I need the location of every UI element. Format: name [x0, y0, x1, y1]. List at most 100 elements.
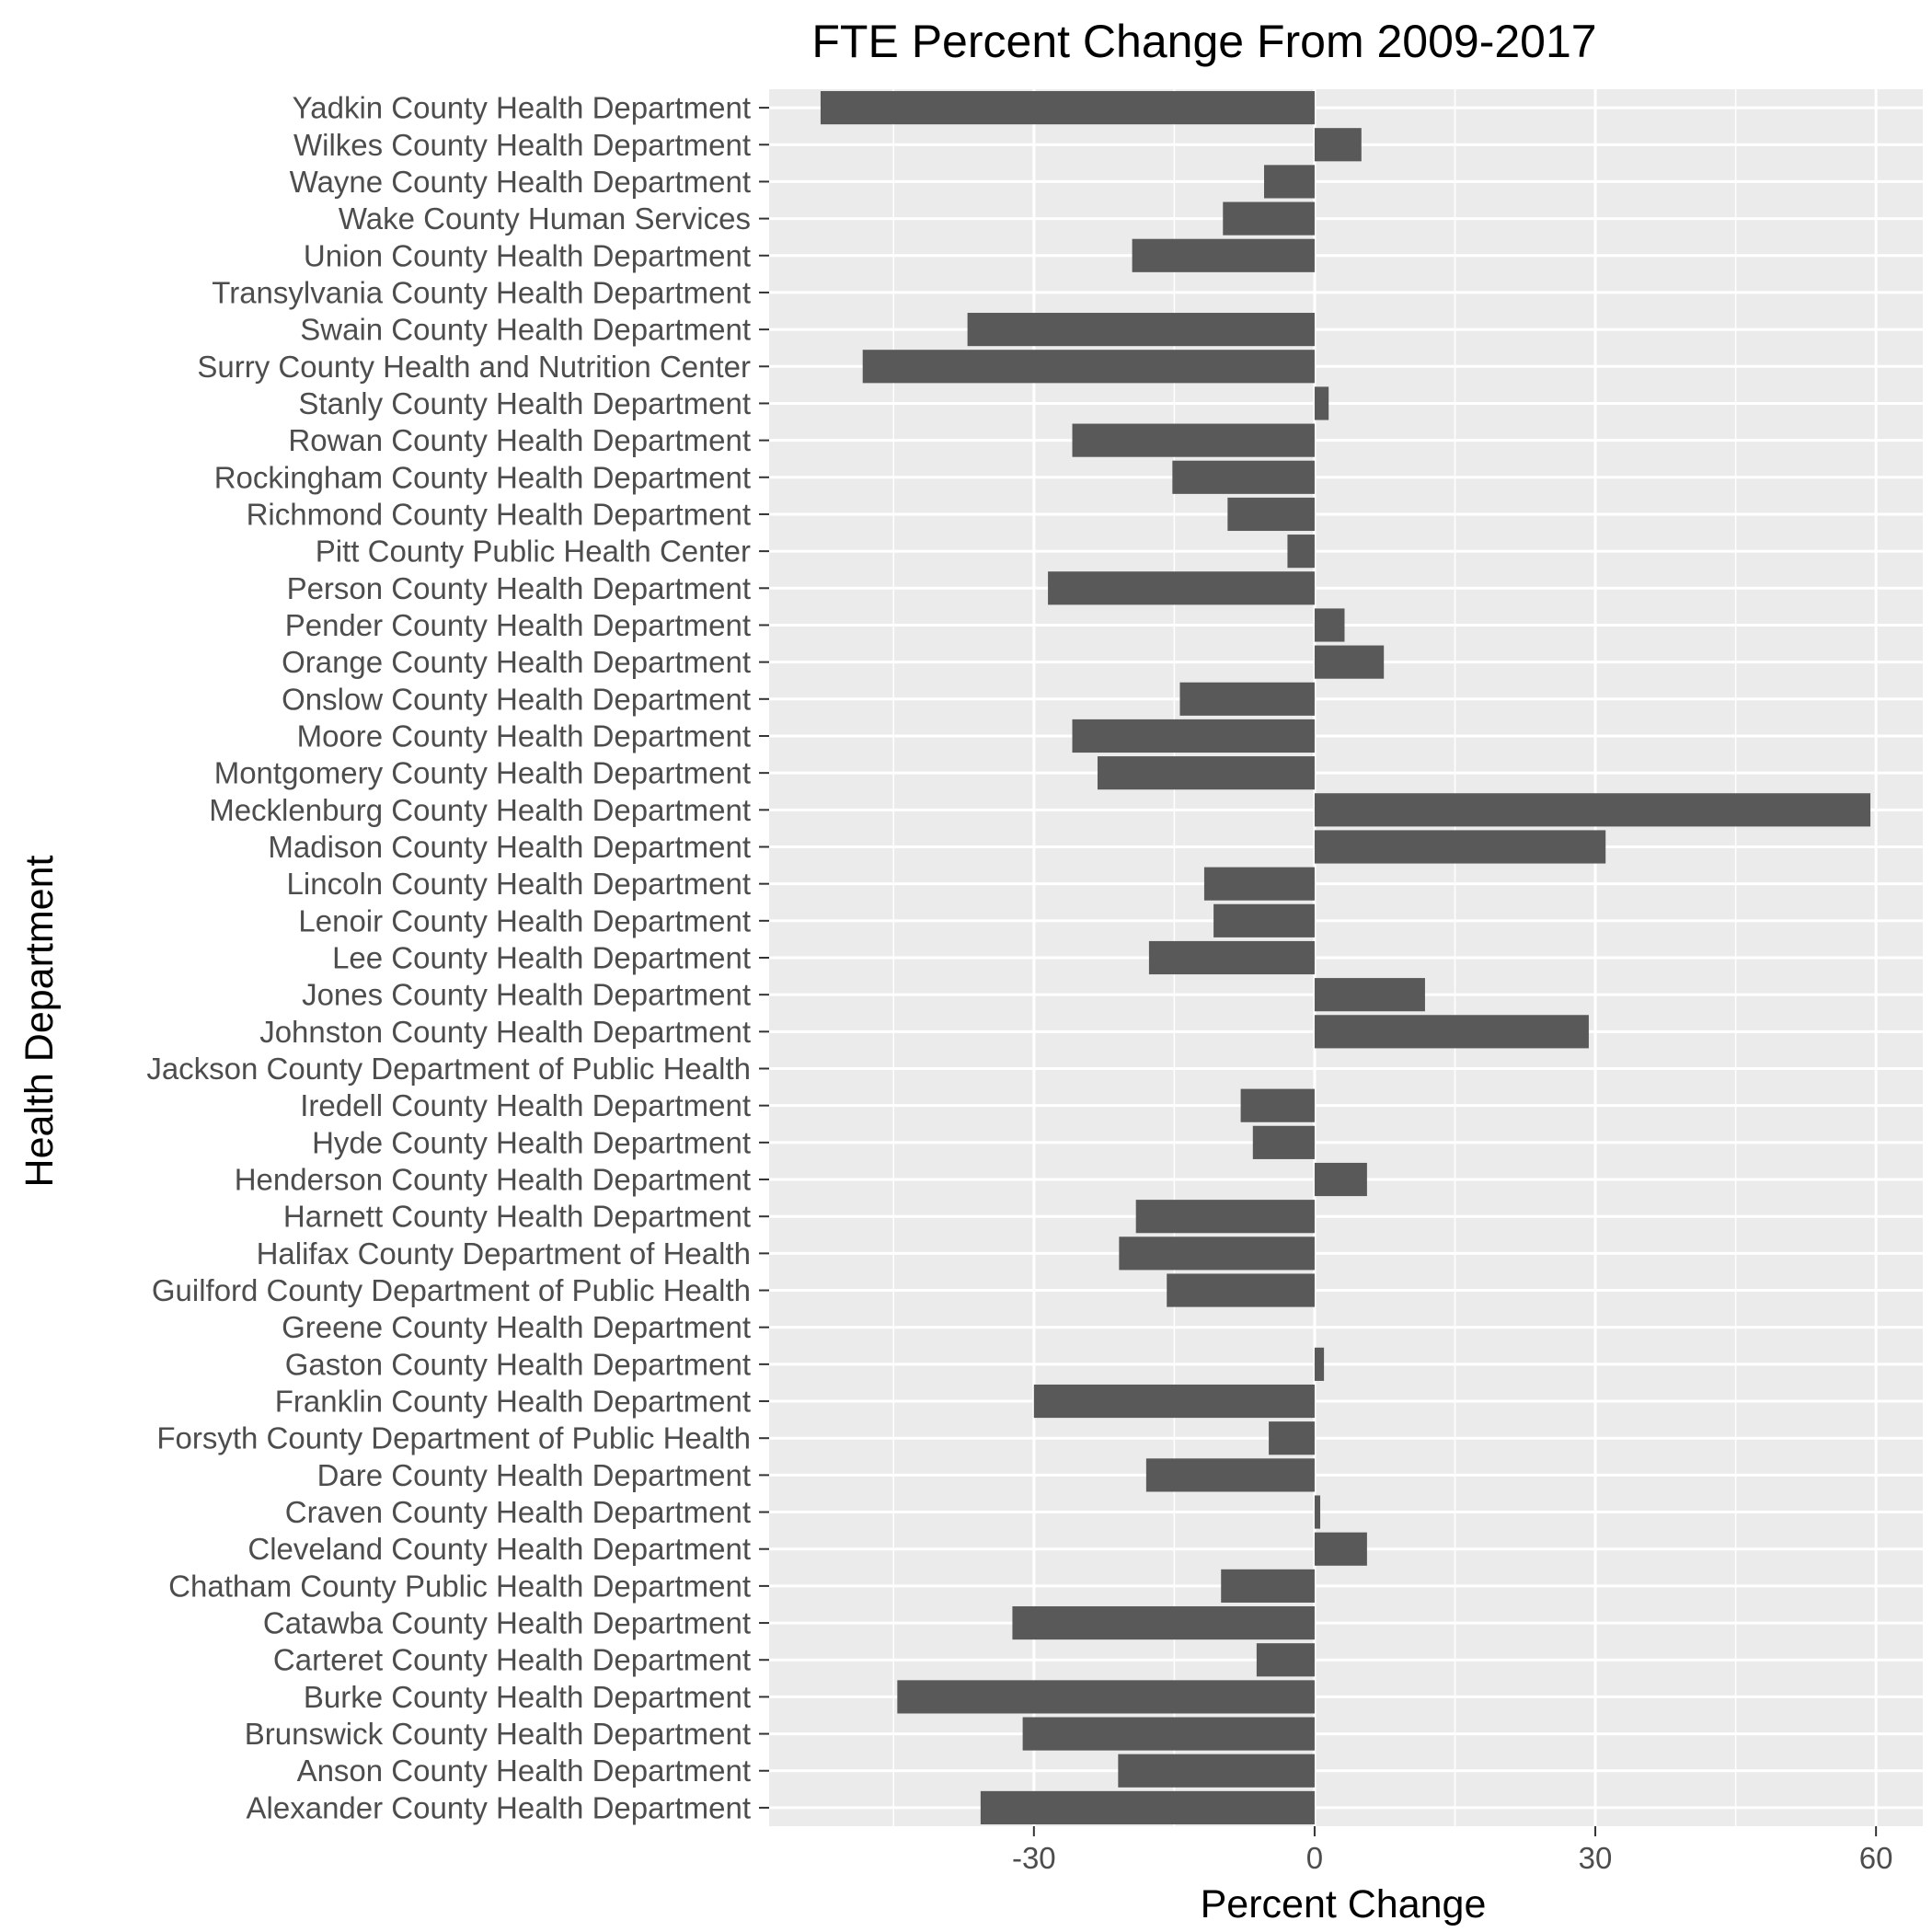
bar	[1135, 1200, 1315, 1234]
y-tick-label: Cleveland County Health Department	[247, 1532, 751, 1566]
y-tick-label: Iredell County Health Department	[300, 1088, 751, 1122]
y-tick-label: Transylvania County Health Department	[212, 275, 751, 309]
y-tick-label: Moore County Health Department	[297, 719, 751, 753]
bar	[1314, 608, 1345, 642]
y-tick-label: Forsyth County Department of Public Heal…	[156, 1421, 751, 1455]
y-tick-label: Jackson County Department of Public Heal…	[146, 1052, 751, 1086]
y-tick-label: Wayne County Health Department	[290, 165, 751, 199]
y-tick-label: Burke County Health Department	[304, 1680, 751, 1714]
bar	[1314, 386, 1329, 420]
y-tick-label: Guilford County Department of Public Hea…	[152, 1273, 751, 1307]
y-tick-label: Wake County Human Services	[339, 201, 751, 236]
y-axis-title: Health Department	[17, 855, 62, 1187]
bar	[1314, 793, 1871, 827]
bar	[1213, 903, 1315, 937]
y-tick-label: Harnett County Health Department	[283, 1200, 751, 1234]
bar	[1172, 460, 1315, 494]
y-tick-label: Pitt County Public Health Center	[316, 535, 751, 569]
y-tick-label: Carteret County Health Department	[273, 1643, 751, 1677]
bar	[1048, 571, 1315, 605]
y-tick-label: Halifax County Department of Health	[257, 1236, 751, 1271]
bar	[1072, 423, 1315, 457]
bar	[967, 313, 1315, 347]
bar	[1012, 1605, 1315, 1640]
y-tick-label: Brunswick County Health Department	[245, 1717, 751, 1751]
bar	[1227, 497, 1315, 532]
bar	[1179, 682, 1315, 716]
bar	[1148, 940, 1315, 975]
y-tick-label: Richmond County Health Department	[247, 497, 751, 531]
y-tick-label: Gaston County Health Department	[285, 1347, 751, 1381]
y-tick-label: Jones County Health Department	[302, 978, 751, 1012]
bar	[1287, 535, 1315, 569]
y-tick-label: Lincoln County Health Department	[287, 867, 751, 901]
x-axis-title: Percent Change	[1201, 1882, 1487, 1926]
y-tick-label: Surry County Health and Nutrition Center	[197, 350, 751, 384]
bar	[1223, 201, 1315, 236]
y-tick-label: Pender County Health Department	[285, 608, 751, 642]
bar	[1167, 1273, 1315, 1307]
bar	[1314, 830, 1606, 864]
bar	[1097, 756, 1315, 790]
y-tick-label: Wilkes County Health Department	[293, 128, 751, 162]
y-tick-label: Dare County Health Department	[317, 1458, 751, 1492]
y-tick-label: Alexander County Health Department	[247, 1790, 751, 1824]
bar	[1314, 1015, 1589, 1049]
bar	[1314, 1162, 1367, 1197]
bar	[980, 1790, 1315, 1824]
bar	[862, 350, 1315, 384]
y-tick-label: Greene County Health Department	[282, 1310, 751, 1344]
bar	[1314, 1495, 1321, 1529]
y-tick-label: Orange County Health Department	[282, 645, 751, 679]
y-tick-label: Rockingham County Health Department	[214, 460, 751, 494]
y-tick-label: Lenoir County Health Department	[298, 903, 751, 937]
x-axis: -30 0 30 60	[1012, 1826, 1893, 1875]
bar	[1269, 1421, 1315, 1455]
bar	[1264, 165, 1315, 199]
bar	[1221, 1569, 1315, 1603]
y-tick-label: Johnston County Health Department	[259, 1015, 751, 1049]
y-tick-label: Franklin County Health Department	[275, 1385, 751, 1419]
y-tick-label: Union County Health Department	[304, 238, 751, 272]
bar	[1145, 1458, 1315, 1492]
bar	[1119, 1236, 1315, 1271]
bar	[1240, 1088, 1315, 1122]
y-tick-label: Onslow County Health Department	[282, 682, 751, 716]
bar	[1203, 867, 1315, 901]
y-tick-label: Hyde County Health Department	[312, 1125, 751, 1159]
bar	[1314, 1347, 1325, 1381]
x-tick-label: -30	[1012, 1841, 1056, 1875]
y-tick-label: Lee County Health Department	[332, 941, 751, 975]
x-tick-label: 0	[1306, 1841, 1323, 1875]
y-tick-label: Madison County Health Department	[268, 830, 751, 864]
y-tick-label: Yadkin County Health Department	[293, 91, 751, 125]
y-tick-label: Montgomery County Health Department	[214, 756, 751, 790]
bar	[1314, 978, 1425, 1012]
bar	[1022, 1717, 1315, 1751]
bar	[1314, 1532, 1367, 1566]
bar	[897, 1680, 1315, 1714]
y-tick-label: Mecklenburg County Health Department	[209, 793, 751, 827]
bar	[1033, 1384, 1315, 1419]
y-tick-label: Chatham County Public Health Department	[168, 1569, 751, 1603]
y-tick-label: Swain County Health Department	[300, 313, 751, 347]
bar	[1072, 719, 1315, 753]
y-tick-label: Stanly County Health Department	[298, 386, 751, 420]
bar	[1118, 1754, 1315, 1788]
bar	[1256, 1643, 1315, 1677]
bar	[820, 91, 1315, 125]
bar	[1314, 128, 1362, 162]
y-tick-label: Catawba County Health Department	[263, 1606, 751, 1640]
y-tick-label: Person County Health Department	[287, 571, 751, 605]
bar	[1132, 238, 1315, 272]
bars	[820, 91, 1871, 1824]
y-tick-label: Rowan County Health Department	[288, 423, 751, 457]
bar	[1314, 645, 1385, 679]
x-tick-label: 30	[1579, 1841, 1613, 1875]
y-tick-label: Craven County Health Department	[285, 1495, 751, 1529]
x-tick-label: 60	[1859, 1841, 1893, 1875]
bar	[1252, 1125, 1315, 1159]
chart-title: FTE Percent Change From 2009-2017	[811, 16, 1596, 67]
